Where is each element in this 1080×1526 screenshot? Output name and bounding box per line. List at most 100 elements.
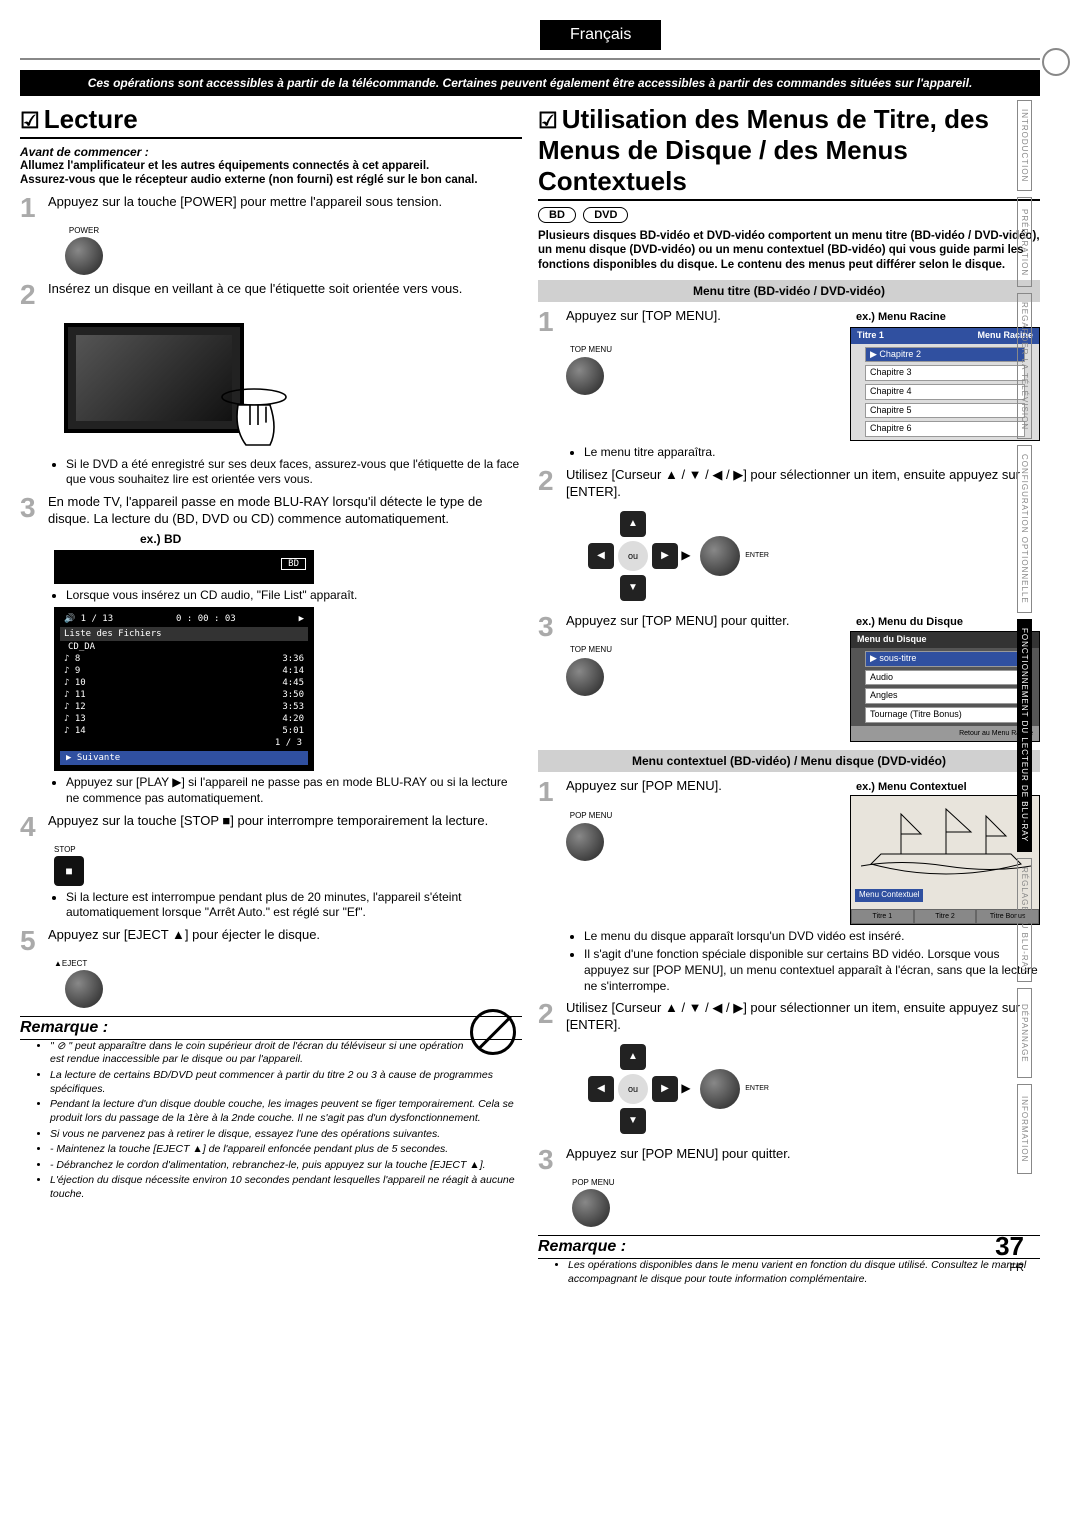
filelist-row: ♪ 145:01 bbox=[60, 725, 308, 737]
step-5: 5 Appuyez sur [EJECT ▲] pour éjecter le … bbox=[20, 927, 522, 955]
remarque-item: Pendant la lecture d'un disque double co… bbox=[50, 1098, 522, 1125]
filelist-row: ♪ 83:36 bbox=[60, 653, 308, 665]
root-menu-box: Titre 1Menu Racine ▶ Chapitre 2Chapitre … bbox=[850, 327, 1040, 441]
side-tab[interactable]: PRÉPARATION bbox=[1017, 197, 1032, 287]
lecture-title: Lecture bbox=[44, 104, 138, 134]
r2-bullet-2: Il s'agit d'une fonction spéciale dispon… bbox=[584, 947, 1040, 994]
r1-bullet: Le menu titre apparaîtra. bbox=[584, 445, 1040, 461]
grey-bar-title-menu: Menu titre (BD-vidéo / DVD-vidéo) bbox=[538, 280, 1040, 302]
section-menus: ☑Utilisation des Menus de Titre, des Men… bbox=[538, 104, 1040, 201]
remarque-header-left: Remarque : bbox=[20, 1016, 522, 1040]
step-4: 4 Appuyez sur la touche [STOP ■] pour in… bbox=[20, 813, 522, 841]
bd-screen: BD bbox=[54, 550, 314, 584]
discmenu-item: Tournage (Titre Bonus) bbox=[865, 707, 1025, 723]
dpad-graphic: ▲▼◀▶ ou bbox=[588, 511, 678, 601]
remarque-list-left: " ⊘ " peut apparaître dans le coin supér… bbox=[20, 1040, 522, 1202]
r1-step-2: 2 Utilisez [Curseur ▲ / ▼ / ◀ / ▶] pour … bbox=[538, 467, 1040, 501]
section-lecture: ☑Lecture bbox=[20, 104, 522, 139]
popmenu-label-2: POP MENU bbox=[572, 1178, 622, 1187]
remarque-item: " ⊘ " peut apparaître dans le coin supér… bbox=[50, 1040, 522, 1067]
language-tab: Français bbox=[540, 20, 661, 50]
r1-step-1: 1 Appuyez sur [TOP MENU]. TOP MENU ex.) … bbox=[538, 308, 1040, 441]
r2-bullet-1: Le menu du disque apparaît lorsqu'un DVD… bbox=[584, 929, 1040, 945]
step4-bullet: Si la lecture est interrompue pendant pl… bbox=[66, 890, 522, 921]
discmenu-item: Angles bbox=[865, 688, 1025, 704]
topmenu-button-graphic bbox=[566, 357, 604, 395]
side-tab[interactable]: CONFIGURATION OPTIONNELLE bbox=[1017, 445, 1032, 613]
filelist-row: ♪ 123:53 bbox=[60, 701, 308, 713]
page-number: 37 FR bbox=[995, 1231, 1024, 1274]
context-menu-illustration: Menu Contextuel Titre 1Titre 2Titre Bonu… bbox=[850, 795, 1040, 925]
filelist-row: ♪ 94:14 bbox=[60, 665, 308, 677]
ex-disc-label: ex.) Menu du Disque bbox=[856, 616, 963, 628]
enter-button-graphic bbox=[700, 536, 740, 576]
step-3: 3 En mode TV, l'appareil passe en mode B… bbox=[20, 494, 522, 528]
grey-bar-context-menu: Menu contextuel (BD-vidéo) / Menu disque… bbox=[538, 750, 1040, 772]
left-column: ☑Lecture Avant de commencer : Allumez l'… bbox=[20, 104, 522, 1288]
filelist-screen: 🔊 1 / 130 : 00 : 03▶ Liste des Fichiers … bbox=[54, 607, 314, 771]
rootmenu-item: Chapitre 4 bbox=[865, 384, 1025, 400]
enter-button-graphic-2 bbox=[700, 1069, 740, 1109]
remarque-item: - Maintenez la touche [EJECT ▲] de l'app… bbox=[50, 1143, 522, 1157]
stop-button-graphic: ■ bbox=[54, 856, 84, 886]
remarque-item: L'éjection du disque nécessite environ 1… bbox=[50, 1174, 522, 1201]
side-tab[interactable]: DÉPANNAGE bbox=[1017, 988, 1032, 1078]
discmenu-item: Audio bbox=[865, 670, 1025, 686]
side-tab[interactable]: RÉGLAGE DU BLU-RAY bbox=[1017, 858, 1032, 983]
right-column: ☑Utilisation des Menus de Titre, des Men… bbox=[538, 104, 1040, 1288]
step2-bullet: Si le DVD a été enregistré sur ses deux … bbox=[66, 457, 522, 488]
remarque-header-right: Remarque : bbox=[538, 1235, 1040, 1259]
popmenu-button-graphic-2 bbox=[572, 1189, 610, 1227]
ctx-btm-item: Titre 2 bbox=[914, 909, 977, 924]
side-tabs: INTRODUCTION PRÉPARATION REGARDER LA TÉLÉV… bbox=[1017, 100, 1032, 1174]
remarque-item: Les opérations disponibles dans le menu … bbox=[568, 1259, 1040, 1286]
step3-bullet-a: Lorsque vous insérez un CD audio, "File … bbox=[66, 588, 522, 604]
rootmenu-item: Chapitre 3 bbox=[865, 365, 1025, 381]
r2-step-2: 2 Utilisez [Curseur ▲ / ▼ / ◀ / ▶] pour … bbox=[538, 1000, 1040, 1034]
r1-step-3: 3 Appuyez sur [TOP MENU] pour quitter. T… bbox=[538, 613, 1040, 742]
top-rule bbox=[20, 58, 1040, 60]
topmenu-label-2: TOP MENU bbox=[566, 645, 616, 655]
popmenu-button-graphic bbox=[566, 823, 604, 861]
intro-line1: Allumez l'amplificateur et les autres éq… bbox=[20, 159, 522, 173]
topmenu-label: TOP MENU bbox=[566, 345, 616, 355]
filelist-row: ♪ 113:50 bbox=[60, 689, 308, 701]
topmenu-button-graphic-2 bbox=[566, 658, 604, 696]
power-button-graphic bbox=[65, 237, 103, 275]
enter-label-2: ENTER bbox=[745, 1085, 769, 1092]
step-1: 1 Appuyez sur la touche [POWER] pour met… bbox=[20, 194, 522, 222]
remarque-item: Si vous ne parvenez pas à retirer le dis… bbox=[50, 1128, 522, 1142]
disc-menu-box: Menu du Disque ▶ sous-titreAudioAnglesTo… bbox=[850, 631, 1040, 742]
ex-ctx-label: ex.) Menu Contextuel bbox=[856, 781, 967, 793]
prohibit-icon bbox=[470, 1009, 516, 1055]
rootmenu-item: ▶ Chapitre 2 bbox=[865, 347, 1025, 363]
discmenu-item: ▶ sous-titre bbox=[865, 651, 1025, 667]
side-tab[interactable]: FONCTIONNEMENT DU LECTEUR DE BLU-RAY bbox=[1017, 619, 1032, 851]
side-tab[interactable]: REGARDER LA TÉLÉVISION bbox=[1017, 293, 1032, 439]
r2-step-3: 3 Appuyez sur [POP MENU] pour quitter. bbox=[538, 1146, 1040, 1174]
remarque-item: La lecture de certains BD/DVD peut comme… bbox=[50, 1069, 522, 1096]
intro-line2: Assurez-vous que le récepteur audio exte… bbox=[20, 173, 522, 187]
dpad-graphic-2: ▲▼◀▶ ou bbox=[588, 1044, 678, 1134]
filelist-row: ♪ 134:20 bbox=[60, 713, 308, 725]
side-tab[interactable]: INTRODUCTION bbox=[1017, 100, 1032, 191]
remarque-item: - Débranchez le cordon d'alimentation, r… bbox=[50, 1159, 522, 1173]
pill-dvd: DVD bbox=[583, 207, 628, 223]
step3-bullet-b: Appuyez sur [PLAY ▶] si l'appareil ne pa… bbox=[66, 775, 522, 806]
remarque-list-right: Les opérations disponibles dans le menu … bbox=[538, 1259, 1040, 1286]
ex-root-label: ex.) Menu Racine bbox=[856, 311, 946, 323]
tv-insert-illustration bbox=[54, 313, 294, 453]
power-label: POWER bbox=[54, 226, 114, 235]
r2-step-1: 1 Appuyez sur [POP MENU]. POP MENU ex.) … bbox=[538, 778, 1040, 925]
menus-title: Utilisation des Menus de Titre, des Menu… bbox=[538, 104, 989, 196]
ex-bd-label: ex.) BD bbox=[140, 532, 522, 546]
stop-label: STOP bbox=[54, 845, 94, 854]
side-tab[interactable]: INFORMATION bbox=[1017, 1084, 1032, 1174]
ctx-btm-item: Titre 1 bbox=[851, 909, 914, 924]
right-intro: Plusieurs disques BD-vidéo et DVD-vidéo … bbox=[538, 229, 1040, 272]
rootmenu-item: Chapitre 6 bbox=[865, 421, 1025, 437]
instruction-banner: Ces opérations sont accessibles à partir… bbox=[20, 70, 1040, 96]
pill-bd: BD bbox=[538, 207, 576, 223]
eject-button-graphic bbox=[65, 970, 103, 1008]
eject-label: ▲EJECT bbox=[54, 959, 104, 968]
